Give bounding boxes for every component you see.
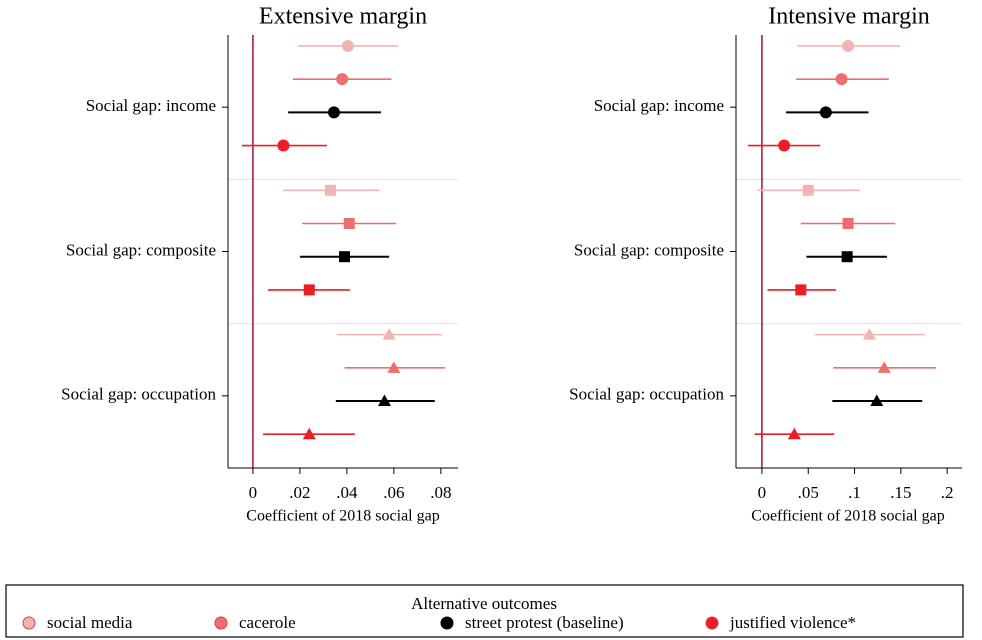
- legend-label: social media: [47, 613, 133, 632]
- x-tick-label: .04: [336, 483, 358, 502]
- y-tick-label: Social gap: composite: [66, 240, 216, 259]
- legend-marker: [22, 616, 36, 630]
- point: [277, 139, 290, 152]
- point: [341, 39, 354, 52]
- chart-title: Extensive margin: [259, 4, 427, 30]
- y-tick-label: Social gap: income: [86, 96, 216, 115]
- chart-title: Intensive margin: [768, 4, 930, 30]
- point: [819, 106, 832, 119]
- point: [302, 427, 316, 440]
- y-tick-label: Social gap: occupation: [569, 385, 724, 404]
- point: [842, 39, 855, 52]
- legend-label: justified violence*: [729, 613, 856, 632]
- point: [795, 284, 807, 296]
- point: [787, 427, 801, 440]
- point: [343, 217, 355, 229]
- y-tick-label: Social gap: composite: [574, 240, 724, 259]
- legend-marker: [440, 616, 454, 630]
- point: [862, 328, 876, 340]
- x-tick-label: .05: [798, 483, 819, 502]
- legend-marker: [214, 616, 228, 630]
- point: [835, 73, 848, 86]
- point: [324, 184, 336, 196]
- point: [842, 217, 854, 229]
- legend-marker: [705, 616, 719, 630]
- point: [877, 361, 891, 373]
- point: [377, 394, 391, 407]
- x-tick-label: 0: [758, 483, 767, 502]
- point: [382, 328, 396, 340]
- point: [336, 73, 349, 86]
- point: [870, 394, 884, 407]
- point: [303, 284, 315, 296]
- x-tick-label: .08: [430, 483, 451, 502]
- x-tick-label: .06: [383, 483, 404, 502]
- x-tick-label: .2: [941, 483, 954, 502]
- legend-box: [5, 584, 964, 638]
- x-tick-label: 0: [249, 483, 258, 502]
- point: [387, 361, 401, 373]
- point: [327, 106, 340, 119]
- point: [841, 251, 853, 263]
- legend-label: street protest (baseline): [465, 613, 624, 632]
- x-tick-label: .1: [848, 483, 861, 502]
- x-axis-title: Coefficient of 2018 social gap: [751, 508, 944, 525]
- x-tick-label: .02: [289, 483, 310, 502]
- y-tick-label: Social gap: income: [594, 96, 724, 115]
- y-tick-label: Social gap: occupation: [61, 385, 216, 404]
- x-axis-title: Coefficient of 2018 social gap: [246, 508, 439, 525]
- point: [778, 139, 791, 152]
- x-tick-label: .15: [890, 483, 911, 502]
- point: [339, 251, 351, 263]
- point: [802, 184, 814, 196]
- legend-label: cacerole: [239, 613, 296, 632]
- legend-title: Alternative outcomes: [411, 594, 557, 613]
